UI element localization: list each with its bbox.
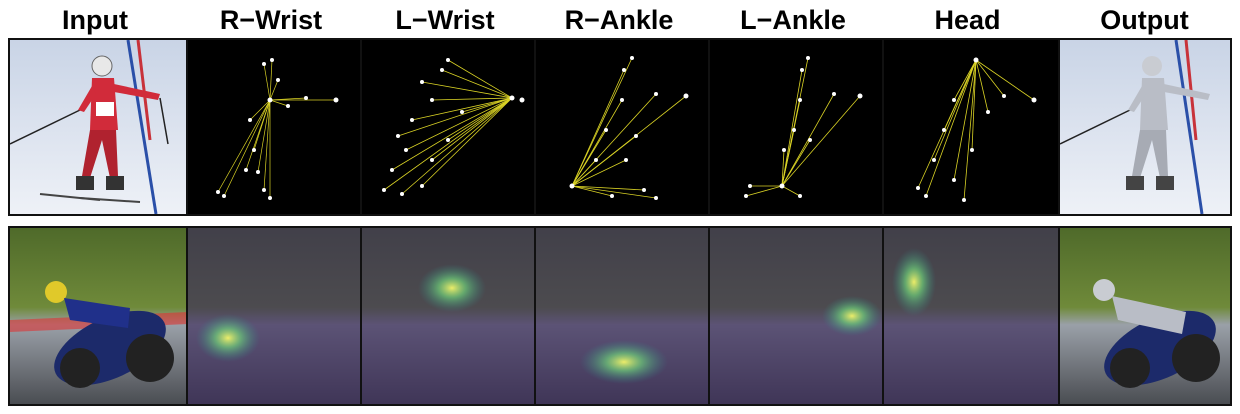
r-wrist-attention-panel (188, 40, 360, 214)
motorcyclist-output-mesh (1060, 228, 1230, 404)
header-r-ankle: R−Ankle (564, 5, 674, 35)
head-attention-panel (884, 40, 1058, 214)
skier-row (8, 38, 1232, 216)
r-ankle-heatmap-panel (536, 228, 708, 404)
header-head: Head (934, 5, 1001, 35)
r-ankle-attention-panel (536, 40, 708, 214)
skier-input-photo (10, 40, 188, 214)
l-ankle-attention-panel (710, 40, 882, 214)
l-ankle-heatmap-panel (710, 228, 882, 404)
header-r-wrist: R−Wrist (219, 5, 323, 35)
header-l-wrist: L−Wrist (395, 5, 495, 35)
head-heatmap-panel (884, 228, 1058, 404)
header-l-ankle: L−Ankle (740, 5, 846, 35)
l-wrist-heatmap-panel (362, 228, 534, 404)
header-input: Input (62, 5, 128, 35)
l-wrist-attention-panel (362, 40, 534, 214)
header-output: Output (1100, 5, 1189, 35)
motorcyclist-row (8, 226, 1232, 406)
motorcyclist-input-photo (10, 228, 188, 404)
r-wrist-heatmap-panel (188, 228, 360, 404)
skier-output-mesh (1060, 40, 1230, 214)
